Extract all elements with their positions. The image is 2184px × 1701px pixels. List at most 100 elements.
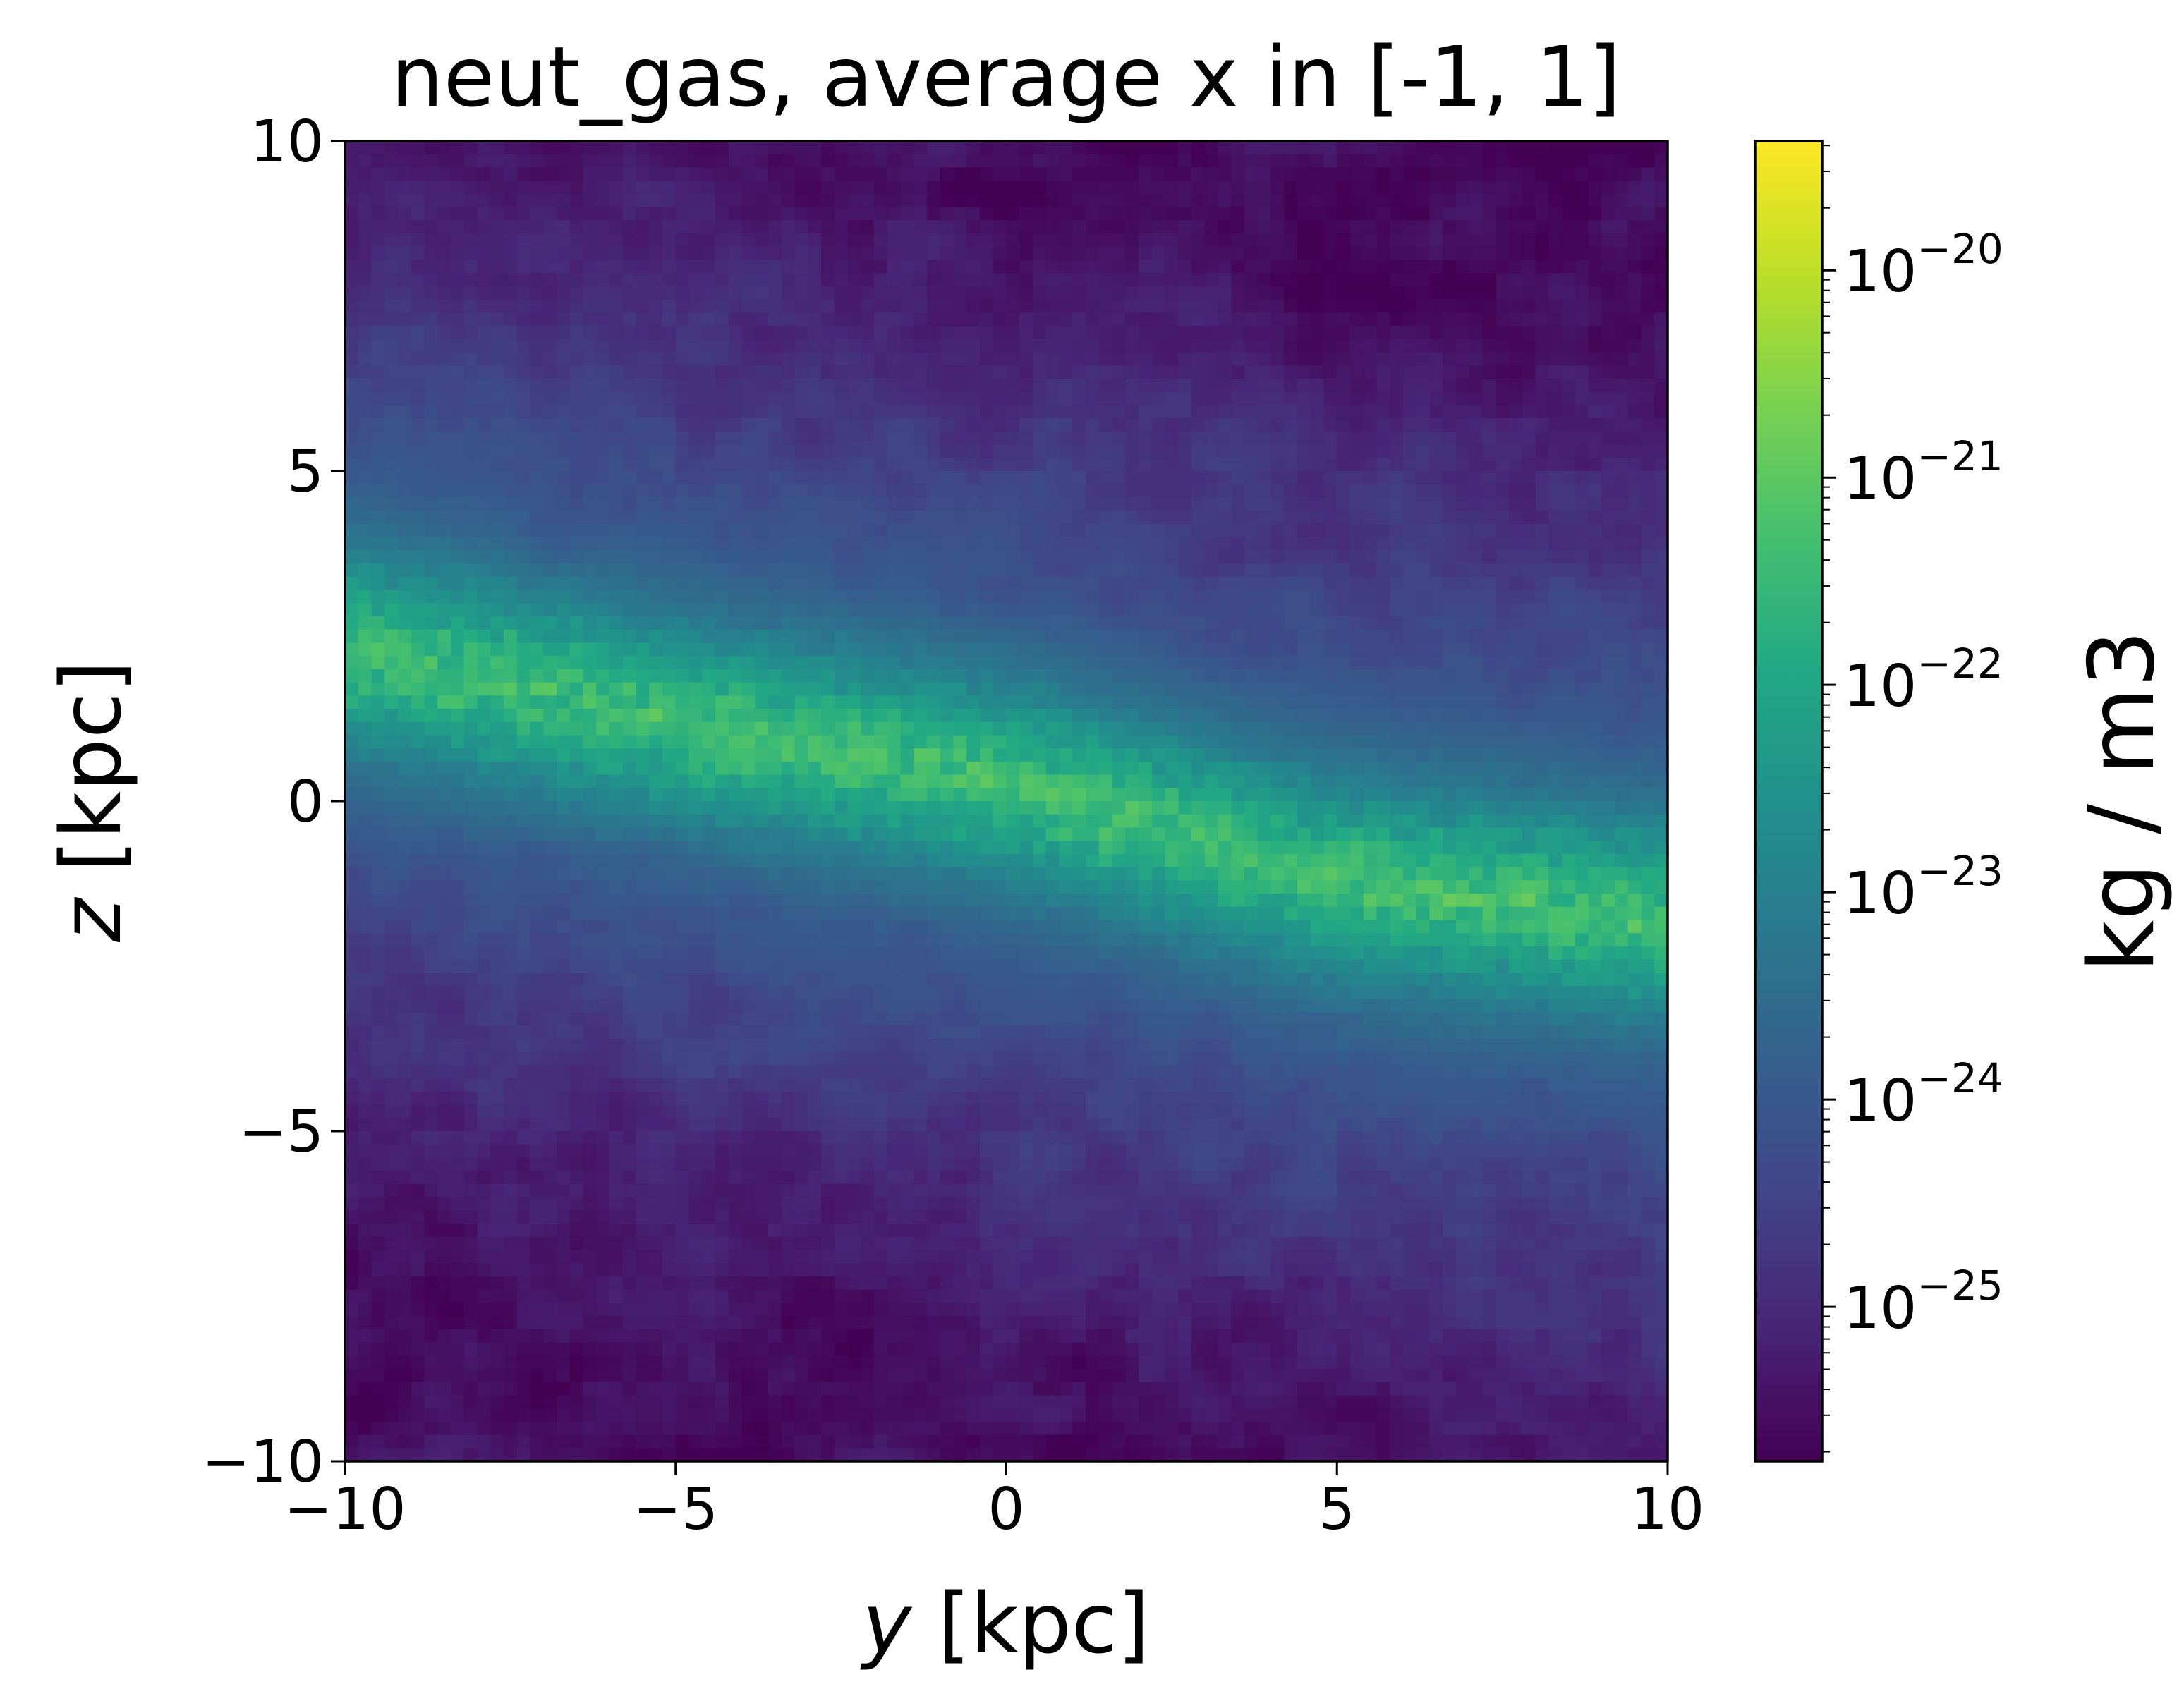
heatmap-cell	[927, 721, 941, 736]
heatmap-cell	[1284, 193, 1298, 208]
heatmap-cell	[1496, 299, 1510, 314]
heatmap-cell	[1363, 444, 1378, 459]
heatmap-cell	[1270, 378, 1285, 393]
heatmap-cell	[1469, 774, 1484, 789]
heatmap-cell	[887, 550, 902, 564]
heatmap-cell	[940, 550, 954, 564]
heatmap-cell	[371, 788, 386, 802]
heatmap-cell	[1482, 523, 1497, 538]
heatmap-cell	[636, 233, 650, 248]
heatmap-cell	[1204, 299, 1219, 314]
heatmap-cell	[1482, 511, 1497, 525]
heatmap-cell	[847, 748, 862, 762]
heatmap-cell	[1390, 352, 1404, 367]
heatmap-cell	[1218, 721, 1232, 736]
heatmap-cell	[1469, 497, 1484, 512]
heatmap-cell	[1535, 220, 1550, 234]
heatmap-cell	[1588, 418, 1603, 432]
heatmap-cell	[755, 193, 769, 208]
heatmap-cell	[649, 326, 663, 340]
heatmap-cell	[649, 246, 663, 261]
heatmap-cell	[1627, 326, 1642, 340]
heatmap-cell	[569, 365, 584, 379]
heatmap-cell	[1429, 352, 1444, 367]
heatmap-cell	[794, 695, 809, 709]
heatmap-cell	[887, 286, 902, 300]
heatmap-cell	[345, 629, 359, 644]
heatmap-cell	[649, 471, 663, 485]
heatmap-cell	[1562, 154, 1576, 169]
heatmap-cell	[1257, 391, 1272, 406]
heatmap-cell	[477, 669, 492, 683]
heatmap-cell	[1429, 246, 1444, 261]
heatmap-cell	[993, 273, 1007, 287]
heatmap-cell	[781, 629, 796, 644]
heatmap-cell	[675, 444, 690, 459]
heatmap-cell	[1482, 418, 1497, 432]
heatmap-cell	[715, 603, 729, 617]
heatmap-cell	[940, 708, 954, 723]
heatmap-cell	[1416, 629, 1431, 644]
heatmap-cell	[1641, 748, 1656, 762]
heatmap-cell	[980, 352, 994, 367]
heatmap-cell	[398, 431, 412, 446]
heatmap-cell	[794, 299, 809, 314]
heatmap-cell	[1522, 405, 1536, 420]
heatmap-cell	[1654, 695, 1668, 709]
heatmap-cell	[358, 246, 372, 261]
heatmap-cell	[1165, 656, 1179, 670]
heatmap-cell	[1601, 352, 1615, 367]
heatmap-cell	[966, 629, 981, 644]
heatmap-cell	[1469, 260, 1484, 274]
heatmap-cell	[755, 444, 769, 459]
heatmap-cell	[1270, 669, 1285, 683]
heatmap-cell	[1562, 774, 1576, 789]
heatmap-cell	[1363, 154, 1378, 169]
heatmap-cell	[1059, 299, 1074, 314]
heatmap-cell	[596, 576, 610, 591]
heatmap-cell	[966, 352, 981, 367]
heatmap-cell	[1151, 260, 1166, 274]
heatmap-cell	[358, 721, 372, 736]
heatmap-cell	[1548, 431, 1563, 446]
heatmap-cell	[1112, 405, 1127, 420]
heatmap-cell	[781, 550, 796, 564]
heatmap-cell	[490, 629, 504, 644]
heatmap-cell	[1323, 603, 1338, 617]
heatmap-cell	[834, 511, 849, 525]
heatmap-cell	[993, 141, 1007, 155]
heatmap-cell	[1376, 629, 1391, 644]
heatmap-cell	[794, 682, 809, 697]
heatmap-cell	[384, 378, 399, 393]
heatmap-cell	[516, 576, 531, 591]
heatmap-cell	[1059, 497, 1074, 512]
heatmap-cell	[887, 748, 902, 762]
heatmap-cell	[1178, 695, 1192, 709]
heatmap-cell	[411, 273, 425, 287]
heatmap-cell	[1231, 735, 1245, 750]
heatmap-cell	[1244, 656, 1258, 670]
heatmap-cell	[516, 721, 531, 736]
heatmap-cell	[728, 642, 743, 657]
heatmap-cell	[834, 339, 849, 353]
heatmap-cell	[384, 141, 399, 155]
heatmap-cell	[1390, 642, 1404, 657]
heatmap-cell	[927, 339, 941, 353]
heatmap-cell	[980, 695, 994, 709]
heatmap-cell	[437, 603, 451, 617]
heatmap-cell	[636, 748, 650, 762]
heatmap-cell	[358, 405, 372, 420]
heatmap-cell	[1496, 721, 1510, 736]
heatmap-cell	[609, 326, 624, 340]
heatmap-cell	[1575, 378, 1589, 393]
heatmap-cell	[1231, 523, 1245, 538]
heatmap-cell	[1469, 365, 1484, 379]
heatmap-cell	[1615, 181, 1629, 195]
heatmap-cell	[887, 695, 902, 709]
heatmap-cell	[1139, 365, 1153, 379]
heatmap-cell	[1615, 537, 1629, 551]
heatmap-cell	[1403, 458, 1417, 472]
heatmap-cell	[794, 669, 809, 683]
heatmap-cell	[1323, 220, 1338, 234]
heatmap-cell	[490, 497, 504, 512]
